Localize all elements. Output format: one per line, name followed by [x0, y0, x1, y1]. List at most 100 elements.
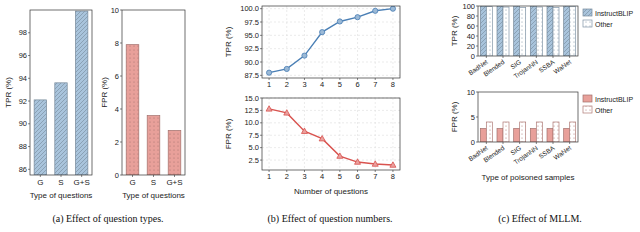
legend-swatch	[583, 9, 592, 16]
y-axis-label: FPR (%)	[450, 101, 459, 132]
axes-frame	[262, 6, 400, 78]
tick-mark	[28, 78, 30, 79]
tick-label: 100	[462, 2, 475, 11]
tick-label: 1	[267, 80, 271, 89]
plot-area	[34, 11, 88, 175]
tick-mark	[28, 55, 30, 56]
legend-label: InstructBLIP	[595, 10, 633, 17]
tick-label: 4	[320, 172, 324, 181]
tick-label: 60	[467, 22, 475, 31]
tick-label: TrojanNN	[512, 58, 539, 81]
tick-label: 2.5	[249, 156, 259, 165]
grid-line	[262, 62, 400, 63]
tick-label: 0	[471, 138, 475, 147]
axes-frame	[30, 10, 92, 175]
tick-label: 5	[471, 113, 475, 122]
marker	[390, 162, 396, 167]
tick-label: 5	[338, 172, 342, 181]
tick-label: 8	[115, 39, 119, 48]
figure: GSG+S86889092949698TPR (%)Type of questi…	[0, 0, 640, 232]
axes-frame	[122, 10, 185, 175]
y-axis-label: TPR (%)	[450, 15, 459, 46]
legend-label: Other	[595, 21, 613, 28]
bar	[480, 129, 486, 143]
tick-label: 10	[467, 88, 475, 97]
bar	[530, 129, 536, 143]
tick-label: TrojanNN	[512, 144, 539, 167]
y-axis-label: TPR (%)	[4, 77, 13, 108]
tick-label: 8	[391, 80, 395, 89]
grid-line	[339, 6, 340, 78]
tick-label: 3	[302, 80, 306, 89]
marker	[266, 70, 271, 75]
tick-mark	[260, 135, 262, 136]
tick-mark	[476, 6, 478, 7]
tick-label: 0	[471, 52, 475, 61]
axes-frame	[262, 98, 400, 170]
bar	[75, 11, 87, 175]
tick-mark	[120, 142, 122, 143]
bar	[553, 122, 559, 142]
grid-line	[286, 98, 287, 170]
tick-label: 40	[467, 32, 475, 41]
bar	[503, 122, 509, 142]
bar	[547, 129, 553, 143]
bar	[486, 122, 492, 142]
y-axis-label: TPR (%)	[224, 26, 233, 57]
tick-label: WaNet	[552, 144, 572, 161]
tick-mark	[260, 62, 262, 63]
chart-5: BadNetBlendedSIGTrojanNNSSBAWaNetInstruc…	[450, 88, 633, 182]
plot-area	[126, 45, 181, 175]
bar	[126, 45, 139, 175]
bar	[536, 122, 542, 142]
axes-frame	[478, 92, 578, 142]
grid-line	[262, 135, 400, 136]
tick-label: 0	[115, 171, 119, 180]
grid-line	[339, 98, 340, 170]
tick-mark	[260, 35, 262, 36]
grid-line	[375, 98, 376, 170]
caption: (a) Effect of question types.	[52, 213, 163, 225]
marker	[301, 128, 307, 133]
marker	[337, 153, 343, 158]
marker	[320, 30, 325, 35]
legend-label: InstructBLIP	[595, 96, 633, 103]
tick-mark	[28, 169, 30, 170]
grid-line	[304, 98, 305, 170]
tick-label: 88	[19, 142, 27, 151]
legend-swatch	[583, 95, 592, 102]
tick-label: 87.5	[244, 71, 259, 80]
tick-mark	[260, 22, 262, 23]
grid-line	[262, 75, 400, 76]
plot-area	[266, 6, 395, 75]
tick-mark	[260, 147, 262, 148]
tick-mark	[120, 76, 122, 77]
tick-label: 7	[373, 172, 377, 181]
tick-mark	[120, 109, 122, 110]
tick-mark	[476, 36, 478, 37]
bar	[168, 130, 181, 175]
tick-label: 6	[355, 80, 359, 89]
bar	[553, 7, 559, 56]
bar	[520, 8, 526, 57]
tick-label: 97.5	[244, 18, 259, 27]
tick-mark	[260, 160, 262, 161]
bar	[564, 6, 570, 56]
tick-mark	[476, 117, 478, 118]
tick-label: 95.0	[244, 31, 259, 40]
tick-mark	[120, 10, 122, 11]
grid-line	[322, 98, 323, 170]
marker	[372, 161, 378, 166]
grid-line	[392, 98, 393, 170]
marker	[284, 66, 289, 71]
marker	[302, 53, 307, 58]
chart-1: GSG+S0246810FPR (%)Type of questions	[100, 6, 185, 200]
grid-line	[375, 6, 376, 78]
tick-label: 90	[19, 119, 27, 128]
marker	[355, 159, 361, 164]
tick-mark	[476, 142, 478, 143]
tick-label: 100.0	[240, 4, 259, 13]
grid-line	[262, 110, 400, 111]
tick-mark	[476, 46, 478, 47]
tick-mark	[260, 110, 262, 111]
